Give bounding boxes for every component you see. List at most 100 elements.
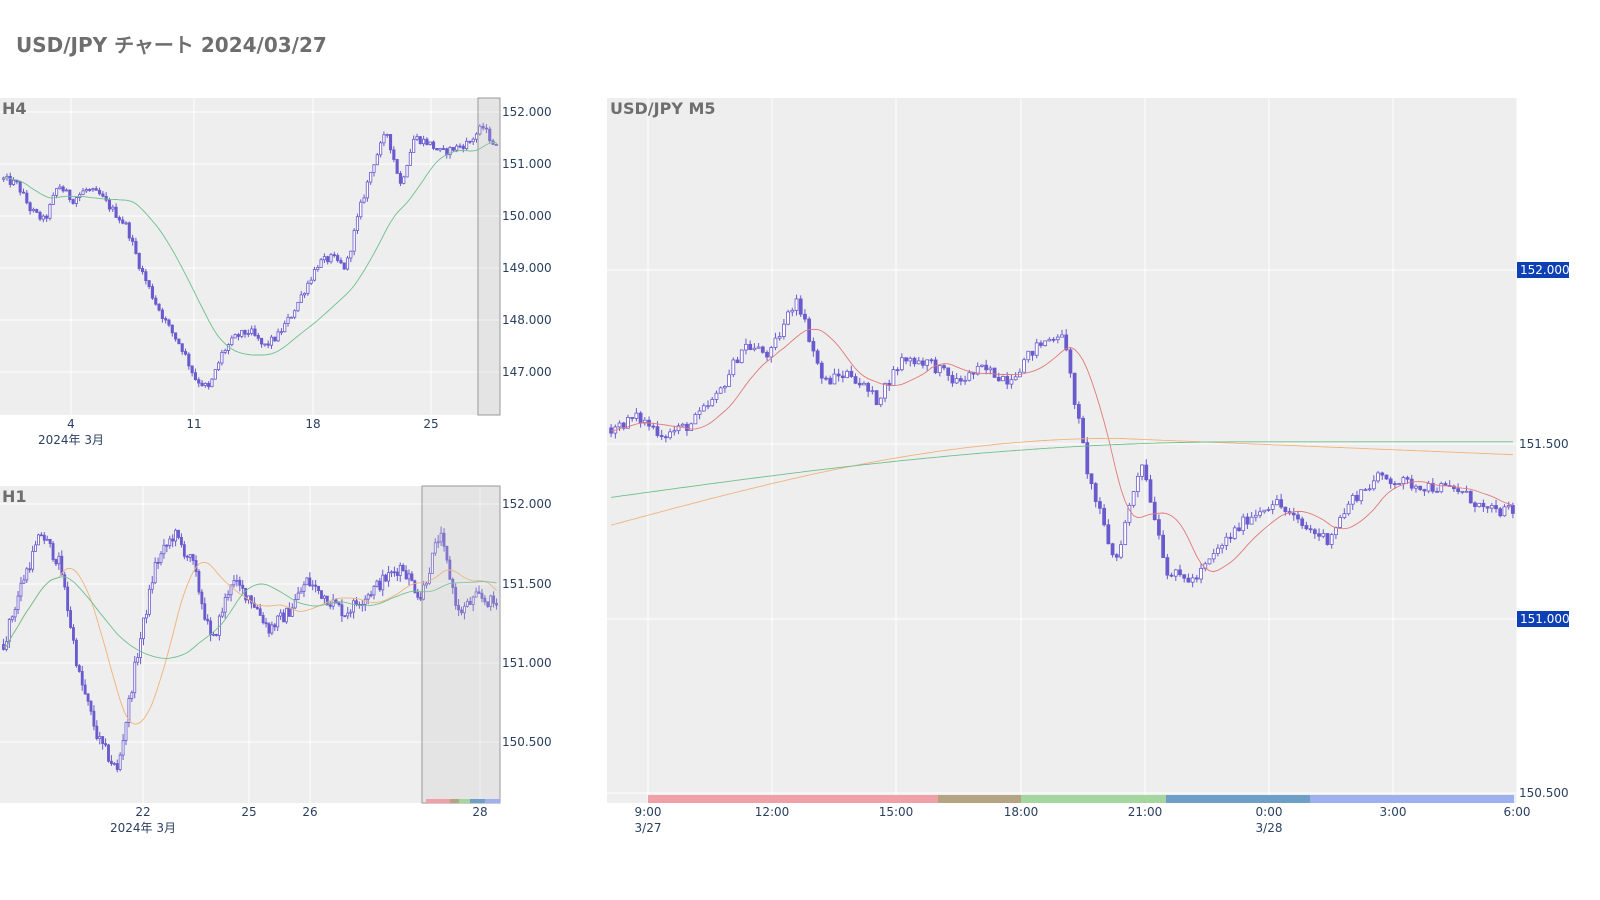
candle-body (1384, 474, 1389, 480)
candle-body (714, 392, 719, 400)
candle-body (51, 543, 55, 560)
candle-body (718, 387, 723, 394)
candle-body (398, 173, 403, 184)
candle-body (384, 574, 388, 582)
candle-body (1127, 504, 1132, 523)
y-tick-label: 150.500 (1519, 786, 1569, 800)
candle-body (372, 164, 376, 173)
candle-body (215, 633, 218, 636)
candle-body (16, 595, 20, 610)
y-tick-label: 152.000 (502, 497, 552, 511)
candle-body (874, 390, 879, 406)
candle-body (803, 313, 807, 320)
x-tick-sublabel: 2024年 3月 (110, 821, 176, 835)
candle-body (866, 382, 871, 392)
candle-body (1072, 372, 1077, 405)
candle-body (66, 586, 70, 611)
candle-body (1022, 359, 1026, 373)
x-tick-label: 18:00 (1004, 805, 1039, 819)
candle-body (1194, 577, 1199, 580)
candle-body (1405, 477, 1410, 480)
candle-body (1190, 577, 1195, 583)
candle-body (206, 618, 210, 622)
candle-body (159, 553, 163, 563)
candle-body (385, 134, 389, 136)
candle-body (448, 147, 452, 156)
candle-body (731, 359, 736, 376)
candle-body (217, 362, 221, 370)
candle-body (798, 298, 803, 315)
candle-body (31, 208, 35, 212)
candle-body (402, 176, 406, 184)
candle-body (355, 216, 360, 231)
candle-body (190, 365, 194, 374)
candle-body (471, 596, 475, 605)
candle-body (154, 297, 158, 305)
x-tick-label: 3:00 (1380, 805, 1407, 819)
candle-body (1186, 577, 1191, 583)
candle-body (428, 573, 431, 584)
candle-body (255, 606, 259, 610)
candle-body (782, 323, 786, 337)
candle-body (748, 343, 753, 351)
candle-body (401, 564, 405, 572)
candle-body (250, 328, 254, 334)
candle-body (220, 611, 224, 617)
candle-body (494, 144, 498, 146)
candle-body (769, 347, 774, 358)
candle-body (1064, 334, 1069, 351)
candle-body (474, 591, 478, 598)
candle-body (1367, 488, 1372, 491)
candle-body (1047, 338, 1052, 342)
candle-body (293, 310, 297, 318)
candle-body (1355, 494, 1359, 502)
x-tick-label: 12:00 (755, 805, 790, 819)
y-tick-label: 151.500 (502, 577, 552, 591)
candle-body (415, 136, 419, 140)
candle-body (954, 378, 959, 384)
candle-body (13, 609, 17, 618)
candle-body (316, 267, 320, 270)
candle-body (250, 595, 253, 604)
candle-body (382, 134, 386, 144)
x-tick-label: 22 (135, 805, 150, 819)
y-tick-label: 151.000 (502, 157, 552, 171)
candle-body (342, 262, 346, 270)
candle-body (480, 592, 484, 599)
candle-body (207, 382, 211, 388)
candle-body (359, 201, 363, 218)
candle-body (971, 372, 976, 375)
candle-body (395, 571, 399, 576)
candle-body (156, 562, 160, 564)
candle-body (7, 619, 11, 642)
x-tick-label: 4 (67, 417, 75, 431)
candle-body (744, 343, 748, 351)
candle-body (765, 351, 769, 358)
candle-body (71, 199, 75, 204)
candle-body (197, 571, 201, 593)
candle-body (352, 600, 355, 613)
candle-body (824, 377, 828, 380)
candle-body (210, 378, 214, 388)
candle-body (340, 604, 344, 617)
candle-body (1325, 533, 1330, 545)
candle-body (104, 195, 108, 201)
candle-body (78, 194, 82, 198)
candle-body (1418, 485, 1423, 490)
candle-body (133, 661, 137, 694)
candle-body (992, 367, 997, 378)
candle-body (1102, 507, 1107, 526)
candle-body (1342, 513, 1347, 518)
candle-body (815, 350, 820, 364)
candle-body (967, 372, 972, 381)
candle-body (320, 590, 323, 599)
candle-body (355, 600, 358, 605)
candle-body (693, 414, 698, 425)
candle-body (689, 423, 694, 431)
candle-body (486, 601, 490, 607)
candle-body (285, 607, 288, 623)
x-tick-label: 25 (241, 805, 256, 819)
candle-body (287, 607, 291, 617)
candle-body (305, 577, 309, 586)
candle-body (241, 584, 245, 589)
